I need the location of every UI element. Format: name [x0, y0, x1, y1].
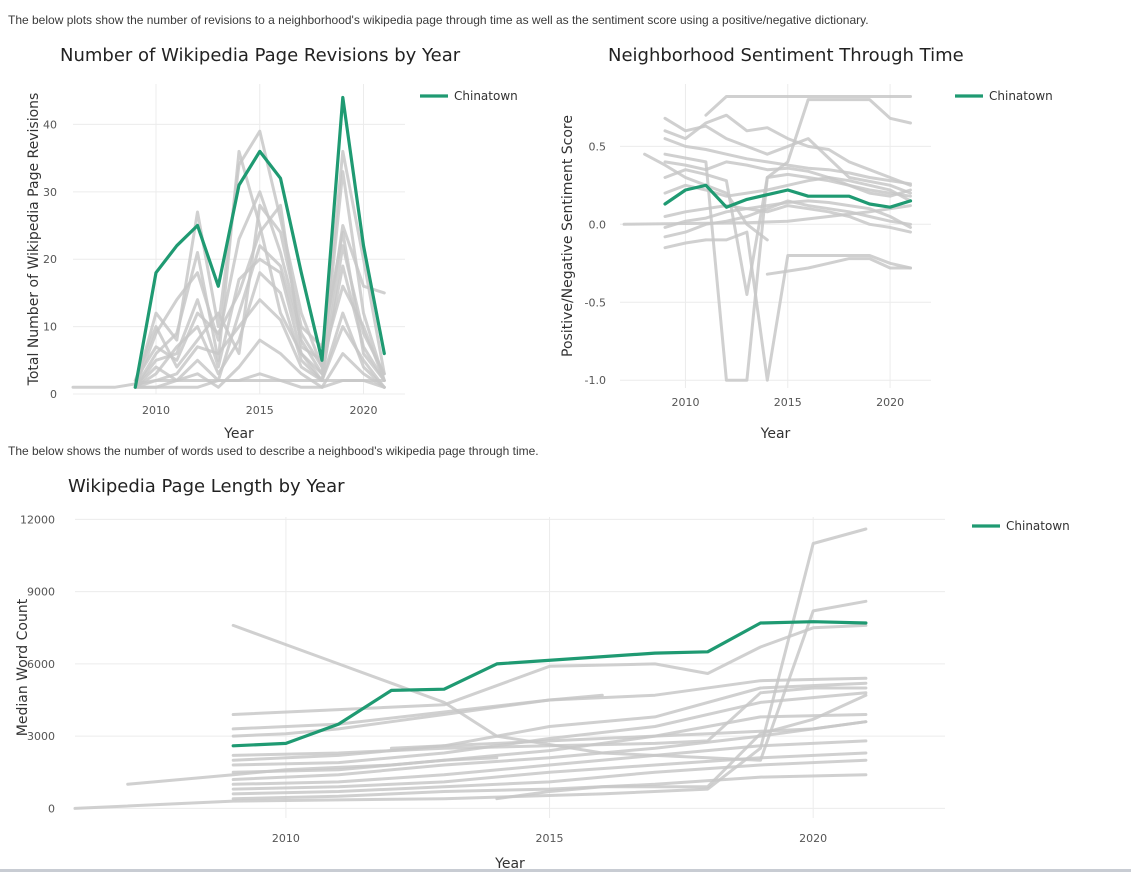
x-axis-label: Year — [760, 426, 791, 442]
series-line-background — [663, 113, 912, 187]
y-tick-label: 0 — [50, 388, 57, 401]
series-line-background — [389, 720, 868, 750]
series-line-background — [231, 623, 868, 716]
series-line-background — [663, 176, 912, 198]
y-tick-label: 6000 — [27, 658, 55, 671]
series-line-background — [133, 338, 386, 389]
series-line-background — [704, 95, 912, 117]
y-axis-label: Total Number of Wikipedia Page Revisions — [26, 93, 42, 387]
x-tick-label: 2015 — [536, 832, 564, 845]
series-line-background — [231, 751, 868, 791]
x-tick-label: 2020 — [350, 404, 378, 417]
intro-text: The below plots show the number of revis… — [8, 13, 869, 27]
series-line-highlight — [231, 620, 868, 748]
y-axis-label: Positive/Negative Sentiment Score — [560, 115, 576, 357]
series-line-highlight — [663, 183, 913, 209]
series-line-background — [663, 199, 912, 229]
y-axis-label: Median Word Count — [15, 598, 31, 736]
series-line-background — [133, 271, 386, 389]
legend-label[interactable]: Chinatown — [454, 89, 518, 103]
series-line-background — [231, 758, 868, 796]
chart-title: Wikipedia Page Length by Year — [68, 476, 345, 497]
series-line-background — [231, 739, 868, 786]
series-line-background — [133, 149, 386, 389]
x-tick-label: 2015 — [246, 404, 274, 417]
length-chart: 2010 2015 2020 0 3000 6000 9000 12000 Wikipedia … — [15, 476, 1070, 869]
y-tick-label: 0 — [48, 802, 55, 815]
series-line-background — [133, 244, 386, 389]
series-line-background — [663, 137, 912, 186]
y-tick-label: -0.5 — [585, 296, 606, 309]
y-tick-label: 10 — [43, 321, 57, 334]
series-line-background — [133, 298, 386, 389]
series-line-background — [495, 693, 868, 801]
series-line-background — [663, 160, 912, 203]
series-line-background — [231, 686, 868, 757]
x-tick-label: 2010 — [272, 832, 300, 845]
series-line-background — [73, 527, 868, 810]
middle-text: The below shows the number of words used… — [8, 444, 539, 458]
y-tick-label: 0.5 — [589, 140, 607, 153]
x-tick-label: 2010 — [142, 404, 170, 417]
series-line-background — [133, 372, 386, 389]
x-tick-label: 2020 — [799, 832, 827, 845]
y-tick-label: 0.0 — [589, 218, 607, 231]
series-line-highlight — [133, 95, 386, 389]
x-tick-label: 2020 — [876, 396, 904, 409]
series-line-background — [231, 681, 868, 762]
series-line-background — [663, 199, 912, 239]
x-axis-label: Year — [223, 426, 254, 442]
series-line-background — [231, 720, 868, 781]
series-line-background — [133, 203, 386, 382]
series-line-background — [231, 693, 604, 738]
series-line-background — [663, 204, 912, 234]
y-tick-label: 12000 — [20, 513, 55, 526]
y-tick-label: 40 — [43, 118, 57, 131]
y-tick-label: 3000 — [27, 730, 55, 743]
y-tick-label: -1.0 — [585, 374, 606, 387]
revisions-chart: 2010 2015 2020 0 10 20 30 40 Number of Wikipedia… — [26, 45, 518, 442]
series-line-background — [663, 230, 912, 382]
x-tick-label: 2015 — [774, 396, 802, 409]
series-line-background — [231, 713, 868, 774]
series-line-background — [765, 257, 912, 276]
series-line-background — [663, 98, 912, 382]
series-line-background — [133, 203, 386, 382]
x-tick-label: 2010 — [671, 396, 699, 409]
series-line-background — [663, 168, 912, 296]
sentiment-chart: 2010 2015 2020 -1.0 -0.5 0.0 0.5 Neighborhood S… — [560, 45, 1053, 442]
chart-title: Number of Wikipedia Page Revisions by Ye… — [60, 45, 461, 66]
series-line-background — [231, 691, 868, 767]
legend-label[interactable]: Chinatown — [1006, 519, 1070, 533]
y-tick-label: 20 — [43, 253, 57, 266]
y-tick-label: 9000 — [27, 586, 55, 599]
legend-label[interactable]: Chinatown — [989, 89, 1053, 103]
series-line-background — [126, 756, 499, 786]
series-line-background — [133, 190, 386, 389]
y-tick-label: 30 — [43, 186, 57, 199]
series-line-background — [663, 116, 912, 195]
series-line-background — [231, 773, 868, 801]
page-bottom-rule — [0, 869, 1131, 872]
x-axis-label: Year — [494, 856, 525, 869]
chart-title: Neighborhood Sentiment Through Time — [608, 45, 964, 66]
series-line-background — [133, 129, 386, 389]
